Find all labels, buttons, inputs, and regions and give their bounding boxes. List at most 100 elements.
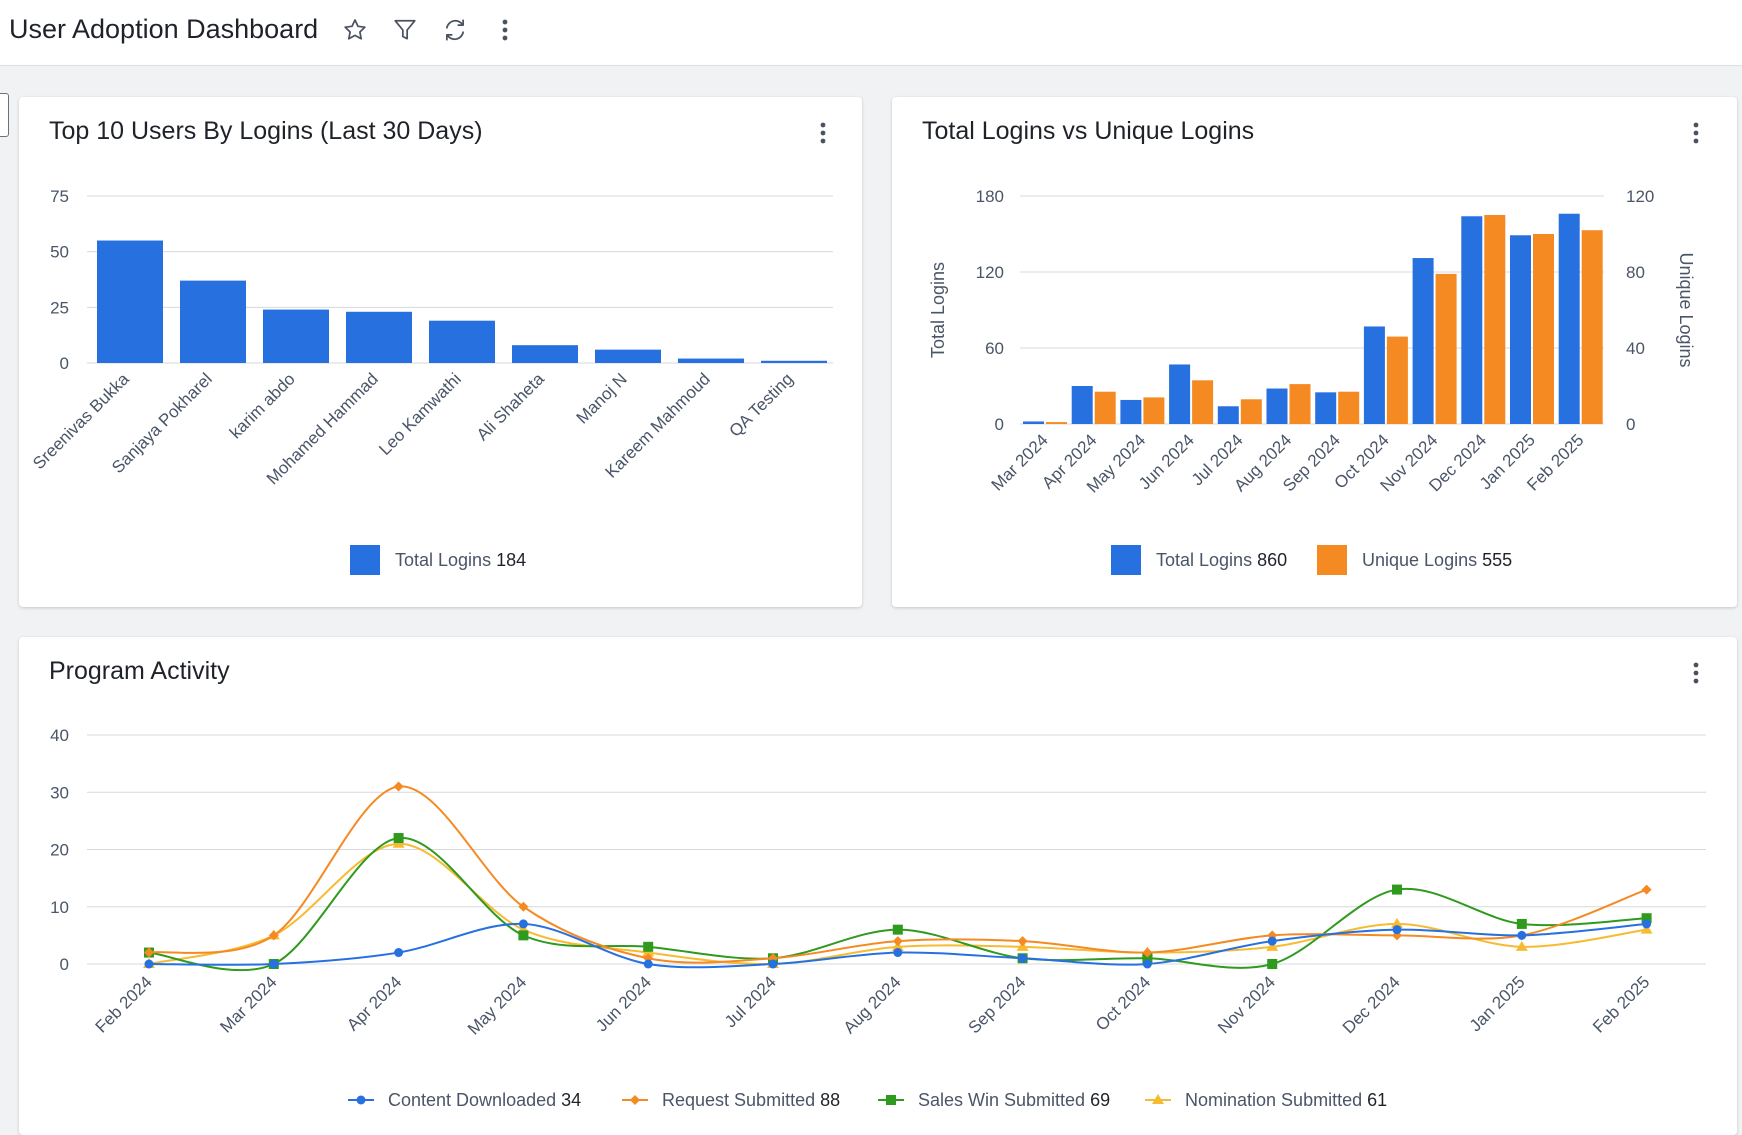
bar	[429, 320, 495, 363]
legend-swatch	[1317, 545, 1347, 575]
program-activity-card: Program Activity 0 10 20 30 40 Feb 2024 Mar 20…	[19, 637, 1737, 1135]
legend-label: Request Submitted 88	[662, 1090, 840, 1110]
y-tick-label: 0	[60, 955, 69, 974]
star-icon[interactable]	[339, 14, 371, 46]
bar-unique-logins	[1143, 397, 1165, 424]
x-tick-label: Mar 2024	[216, 972, 280, 1036]
more-vertical-icon[interactable]	[489, 14, 521, 46]
data-point	[1516, 918, 1527, 929]
legend-marker	[886, 1095, 896, 1105]
y2-tick-label: 0	[1626, 415, 1635, 434]
legend-label: Sales Win Submitted 69	[918, 1090, 1110, 1110]
y2-tick-label: 120	[1626, 187, 1654, 206]
x-tick-label: Manoj N	[573, 369, 631, 427]
bar-unique-logins	[1533, 234, 1554, 424]
data-point	[768, 959, 778, 969]
bar	[761, 360, 827, 363]
bar-unique-logins	[1338, 391, 1360, 424]
filter-icon[interactable]	[389, 14, 421, 46]
bar-unique-logins	[1240, 399, 1262, 424]
x-tick-label: Dec 2024	[1339, 972, 1404, 1037]
legend-swatch	[1111, 545, 1141, 575]
data-point	[1391, 917, 1403, 928]
logins-card: Total Logins vs Unique Logins 0 0 60 40 120 8…	[892, 97, 1737, 607]
x-tick-label: Leo Kamwathi	[375, 369, 465, 459]
card-title: Total Logins vs Unique Logins	[922, 117, 1255, 145]
data-point	[269, 959, 279, 969]
bar-total-logins	[1217, 406, 1239, 424]
bar-total-logins	[1315, 392, 1337, 424]
bar	[678, 358, 744, 363]
bar-unique-logins	[1289, 384, 1311, 424]
x-tick-label: Jul 2024	[721, 972, 780, 1031]
y-tick-label: 0	[995, 415, 1004, 434]
y-tick-label: 60	[985, 339, 1004, 358]
data-point	[643, 953, 654, 964]
data-point	[518, 919, 528, 929]
y-tick-label: 40	[50, 726, 69, 745]
bar	[595, 349, 661, 363]
data-point	[1267, 936, 1277, 946]
bar-total-logins	[1023, 421, 1044, 424]
logins-bar-chart: 0 0 60 40 120 80 180 120 Total Logins Unique Logi…	[928, 187, 1696, 575]
data-point	[1142, 947, 1153, 958]
data-point	[1515, 940, 1528, 951]
side-panel-toggle[interactable]	[0, 93, 9, 137]
legend-marker	[356, 1095, 366, 1105]
data-point	[518, 930, 529, 941]
data-point	[393, 781, 404, 792]
bar-unique-logins	[1094, 391, 1116, 424]
data-point	[393, 833, 404, 844]
bar	[346, 311, 412, 363]
bar	[263, 309, 329, 363]
bar-unique-logins	[1581, 230, 1603, 424]
y2-tick-label: 40	[1626, 339, 1645, 358]
data-point	[1017, 936, 1028, 947]
x-tick-label: Jun 2024	[592, 972, 655, 1035]
card-title: Program Activity	[49, 657, 230, 685]
x-tick-label: Mar 2024	[988, 430, 1052, 494]
y-tick-label: 180	[976, 187, 1004, 206]
bar-unique-logins	[1386, 336, 1408, 424]
bar-total-logins	[1412, 258, 1434, 424]
x-tick-label: QA Testing	[725, 369, 796, 440]
y2-axis-label: Unique Logins	[1676, 252, 1696, 367]
x-tick-label: Feb 2024	[92, 972, 156, 1036]
y-tick-label: 50	[50, 243, 69, 262]
refresh-icon[interactable]	[439, 14, 471, 46]
legend-swatch	[350, 545, 380, 575]
data-point	[1641, 913, 1652, 924]
data-point	[1142, 953, 1153, 964]
data-point	[892, 924, 903, 935]
y-tick-label: 120	[976, 263, 1004, 282]
data-point	[1641, 884, 1652, 895]
legend-marker	[630, 1095, 640, 1105]
y-tick-label: 25	[50, 298, 69, 317]
bar	[97, 240, 163, 363]
bar-total-logins	[1363, 326, 1385, 424]
data-point	[144, 959, 154, 969]
legend-label: Total Logins 184	[395, 550, 526, 570]
card-menu-icon[interactable]	[1684, 657, 1708, 689]
program-activity-line-chart: 0 10 20 30 40 Feb 2024 Mar 2024 Apr 2024 May 202…	[50, 726, 1706, 1110]
data-point	[1642, 919, 1652, 929]
x-tick-label: Oct 2024	[1092, 972, 1154, 1034]
data-point	[268, 930, 279, 941]
y-tick-label: 30	[50, 783, 69, 802]
card-menu-icon[interactable]	[1684, 117, 1708, 149]
page-title: User Adoption Dashboard	[9, 14, 319, 44]
x-tick-label: Apr 2024	[343, 972, 405, 1034]
data-point	[643, 959, 653, 969]
data-point	[1640, 923, 1653, 934]
data-point	[1267, 959, 1278, 969]
y-tick-label: 0	[60, 354, 69, 373]
card-menu-icon[interactable]	[811, 117, 835, 149]
bar	[512, 345, 578, 363]
bar-unique-logins	[1484, 215, 1506, 424]
bar-unique-logins	[1046, 422, 1067, 424]
x-tick-label: karim abdo	[226, 369, 299, 442]
bar-unique-logins	[1435, 273, 1457, 424]
bar-total-logins	[1510, 235, 1531, 424]
data-point	[768, 953, 778, 964]
data-point	[893, 948, 903, 958]
